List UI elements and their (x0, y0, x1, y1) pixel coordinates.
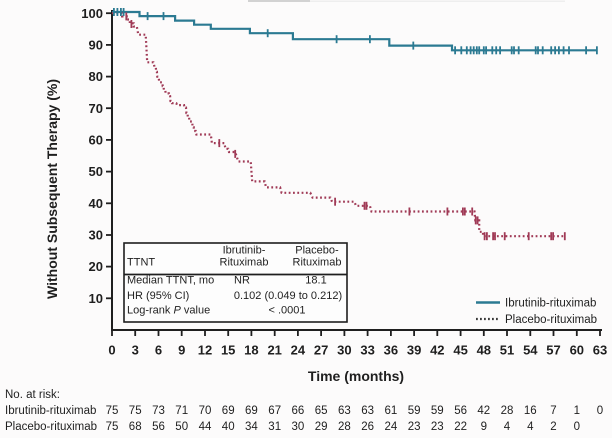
svg-text:61: 61 (385, 405, 398, 417)
svg-text:36: 36 (384, 343, 398, 358)
svg-text:75: 75 (106, 421, 119, 433)
svg-text:2: 2 (550, 421, 556, 433)
svg-text:Rituximab: Rituximab (293, 257, 342, 269)
svg-text:29: 29 (315, 421, 328, 433)
svg-text:20: 20 (89, 259, 103, 274)
svg-text:51: 51 (500, 343, 514, 358)
svg-text:23: 23 (408, 421, 421, 433)
svg-text:23: 23 (431, 421, 444, 433)
svg-text:63: 63 (361, 405, 374, 417)
svg-text:30: 30 (292, 421, 305, 433)
svg-text:0: 0 (597, 405, 603, 417)
svg-text:63: 63 (338, 405, 351, 417)
svg-text:71: 71 (175, 405, 188, 417)
svg-text:60: 60 (89, 133, 103, 148)
svg-text:31: 31 (268, 421, 281, 433)
svg-text:75: 75 (129, 405, 142, 417)
svg-text:26: 26 (361, 421, 374, 433)
svg-text:28: 28 (501, 405, 514, 417)
svg-text:34: 34 (245, 421, 258, 433)
svg-text:Log-rank P value: Log-rank P value (127, 305, 210, 317)
svg-text:18: 18 (244, 343, 258, 358)
svg-text:No. at risk:: No. at risk: (5, 389, 60, 401)
svg-text:Placebo-: Placebo- (295, 245, 339, 257)
svg-text:Without Subsequent Therapy (%): Without Subsequent Therapy (%) (44, 79, 60, 299)
svg-text:4: 4 (527, 421, 534, 433)
svg-text:0: 0 (108, 343, 115, 358)
svg-text:40: 40 (89, 196, 103, 211)
svg-text:90: 90 (89, 38, 103, 53)
svg-text:Ibrutinib-rituximab: Ibrutinib-rituximab (5, 405, 96, 417)
svg-text:68: 68 (129, 421, 142, 433)
svg-text:48: 48 (477, 343, 491, 358)
svg-text:66: 66 (292, 405, 305, 417)
svg-text:16: 16 (524, 405, 537, 417)
svg-text:50: 50 (89, 164, 103, 179)
svg-text:60: 60 (570, 343, 584, 358)
svg-text:73: 73 (152, 405, 165, 417)
svg-text:27: 27 (314, 343, 328, 358)
svg-text:39: 39 (407, 343, 421, 358)
svg-text:12: 12 (198, 343, 212, 358)
svg-text:15: 15 (221, 343, 235, 358)
svg-text:30: 30 (337, 343, 351, 358)
svg-text:67: 67 (268, 405, 281, 417)
svg-text:10: 10 (89, 291, 103, 306)
svg-text:< .0001: < .0001 (268, 305, 305, 317)
svg-text:NR: NR (234, 275, 250, 287)
svg-text:56: 56 (454, 405, 467, 417)
svg-text:24: 24 (291, 343, 306, 358)
svg-text:57: 57 (546, 343, 560, 358)
svg-text:100: 100 (81, 6, 103, 21)
svg-text:Placebo-rituximab: Placebo-rituximab (5, 421, 97, 433)
svg-text:65: 65 (315, 405, 328, 417)
svg-text:3: 3 (132, 343, 139, 358)
svg-text:75: 75 (106, 405, 119, 417)
svg-text:0: 0 (574, 421, 580, 433)
svg-text:33: 33 (360, 343, 374, 358)
svg-text:18.1: 18.1 (305, 275, 326, 287)
svg-text:28: 28 (338, 421, 351, 433)
svg-text:Placebo-rituximab: Placebo-rituximab (505, 314, 597, 326)
svg-text:9: 9 (481, 421, 487, 433)
svg-text:69: 69 (222, 405, 235, 417)
svg-text:TTNT: TTNT (127, 257, 155, 269)
svg-text:69: 69 (245, 405, 258, 417)
svg-text:42: 42 (477, 405, 490, 417)
svg-text:63: 63 (593, 343, 607, 358)
svg-text:44: 44 (199, 421, 212, 433)
svg-text:40: 40 (222, 421, 235, 433)
svg-text:70: 70 (199, 405, 212, 417)
svg-text:Time (months): Time (months) (308, 368, 404, 384)
svg-text:Rituximab: Rituximab (220, 257, 269, 269)
svg-text:24: 24 (385, 421, 398, 433)
svg-text:0.102 (0.049 to 0.212): 0.102 (0.049 to 0.212) (234, 290, 342, 302)
svg-text:Median TTNT, mo: Median TTNT, mo (127, 275, 214, 287)
svg-text:30: 30 (89, 228, 103, 243)
svg-text:70: 70 (89, 101, 103, 116)
svg-text:Ibrutinib-: Ibrutinib- (223, 245, 266, 257)
svg-text:42: 42 (430, 343, 444, 358)
svg-text:56: 56 (152, 421, 165, 433)
svg-text:50: 50 (175, 421, 188, 433)
svg-text:4: 4 (504, 421, 511, 433)
svg-text:21: 21 (267, 343, 281, 358)
svg-text:59: 59 (431, 405, 444, 417)
svg-text:1: 1 (574, 405, 580, 417)
svg-text:45: 45 (453, 343, 467, 358)
svg-text:59: 59 (408, 405, 421, 417)
svg-text:Ibrutinib-rituximab: Ibrutinib-rituximab (505, 298, 596, 310)
svg-text:80: 80 (89, 69, 103, 84)
svg-text:HR (95% CI): HR (95% CI) (127, 290, 189, 302)
svg-text:54: 54 (523, 343, 538, 358)
svg-text:9: 9 (178, 343, 185, 358)
svg-text:22: 22 (454, 421, 467, 433)
svg-text:6: 6 (155, 343, 162, 358)
svg-text:7: 7 (550, 405, 556, 417)
